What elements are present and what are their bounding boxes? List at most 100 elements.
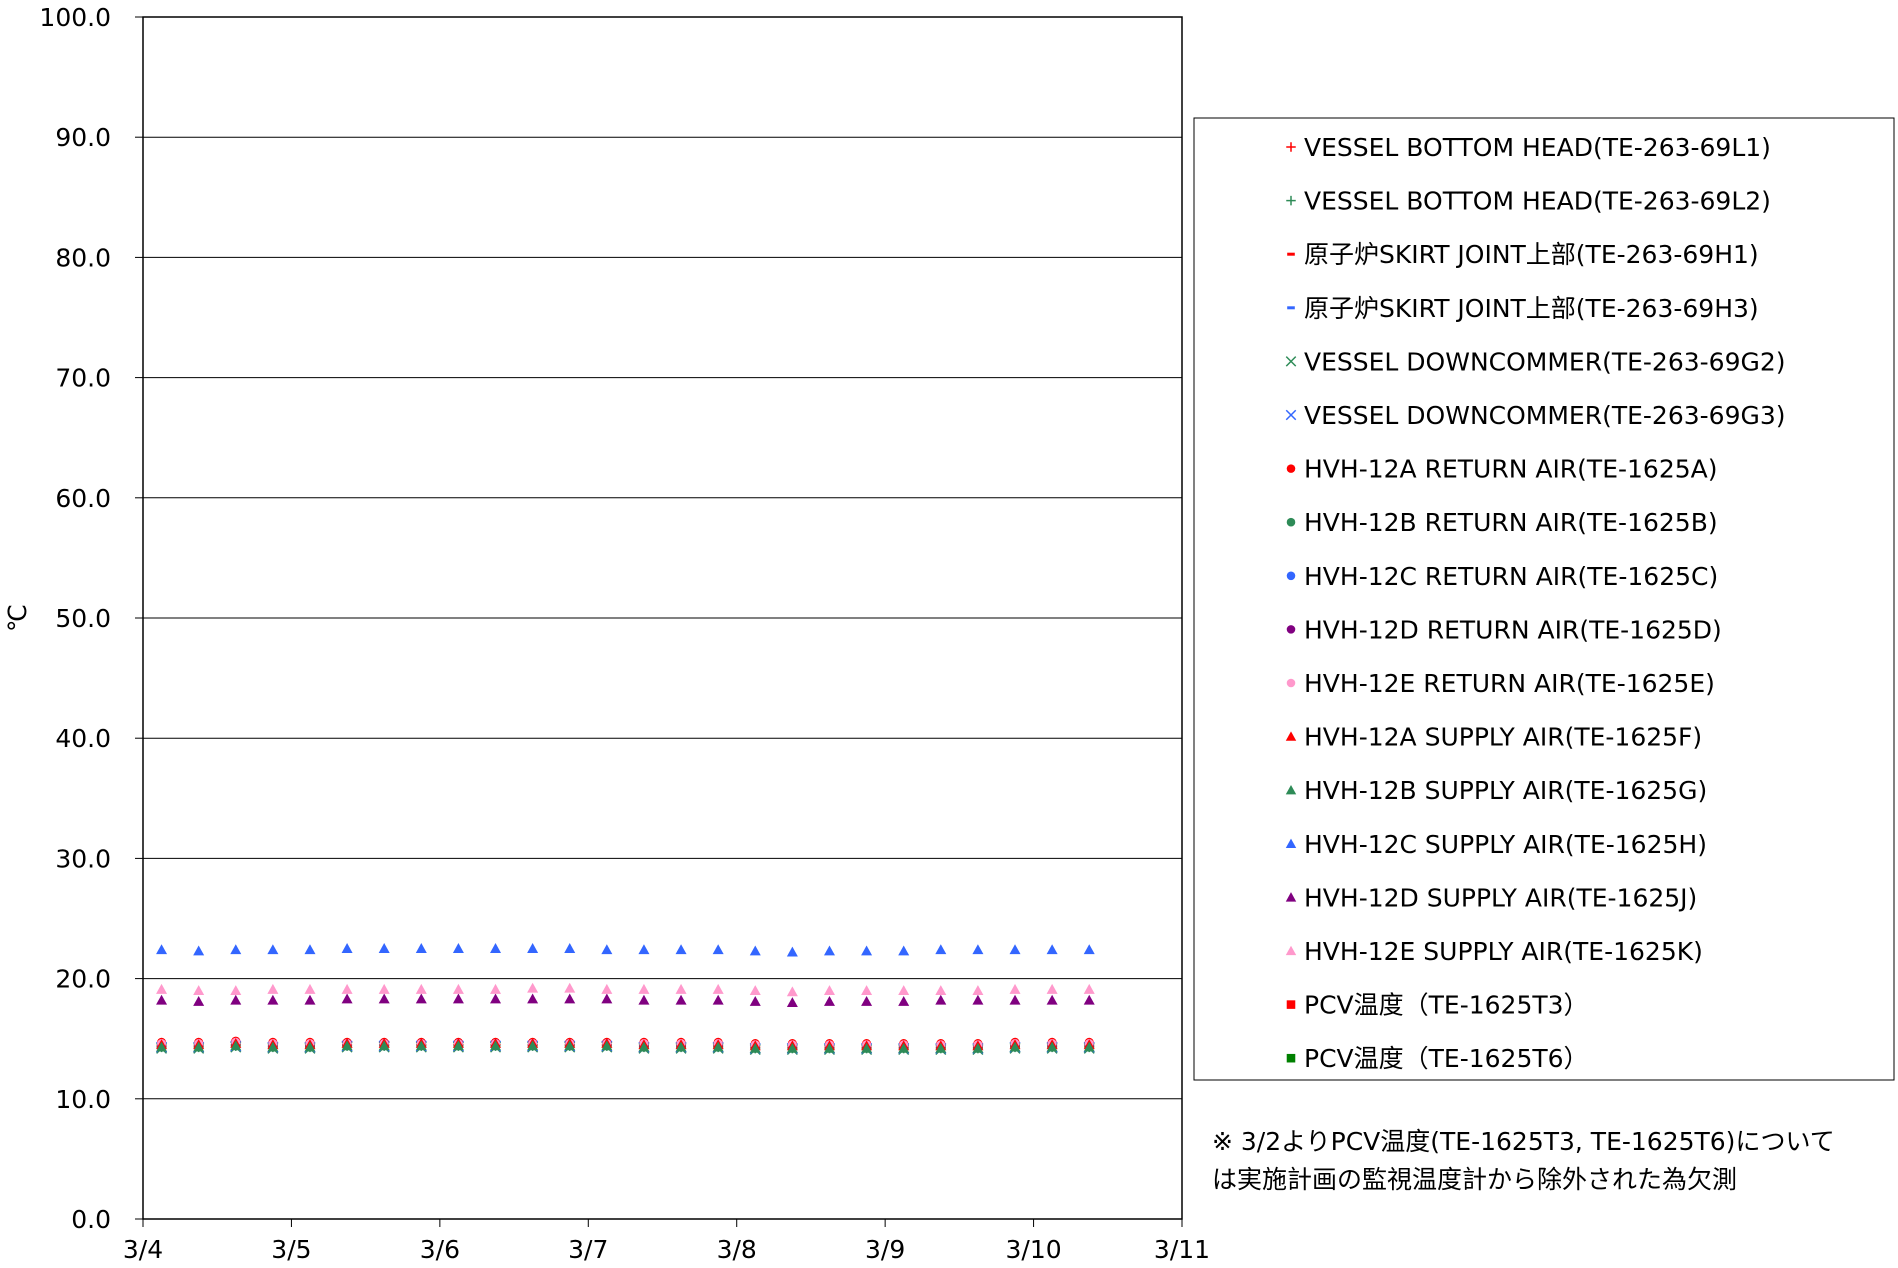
y-tick-label: 30.0 [55, 844, 111, 873]
data-point [601, 1040, 613, 1051]
y-tick-label: 10.0 [55, 1085, 111, 1114]
data-point [861, 945, 873, 956]
data-point [972, 994, 984, 1005]
data-point [452, 983, 464, 994]
data-point [267, 983, 279, 994]
data-point [527, 982, 539, 993]
data-point [935, 994, 947, 1005]
data-point [564, 1040, 576, 1051]
legend-marker [1286, 517, 1296, 527]
y-axis-label: ℃ [3, 604, 32, 632]
data-point [415, 993, 427, 1004]
data-point [1046, 1041, 1058, 1052]
legend-label: HVH-12C RETURN AIR(TE-1625C) [1304, 562, 1718, 591]
data-point [267, 994, 279, 1005]
data-point [378, 983, 390, 994]
data-point [675, 994, 687, 1005]
data-point [452, 943, 464, 953]
x-tick-label: 3/11 [1154, 1235, 1210, 1264]
data-point [378, 943, 390, 953]
y-tick-label: 80.0 [55, 243, 111, 272]
data-point [304, 983, 316, 994]
legend-label: VESSEL DOWNCOMMER(TE-263-69G3) [1304, 401, 1786, 430]
legend-marker [1285, 731, 1297, 741]
legend-marker [1286, 571, 1296, 581]
data-point [415, 1040, 427, 1051]
data-point [156, 994, 168, 1005]
data-point [749, 1042, 761, 1053]
data-point [304, 1041, 316, 1052]
data-point [156, 983, 168, 994]
data-point [1083, 983, 1095, 994]
legend-marker [1286, 1053, 1296, 1063]
data-point [786, 986, 798, 997]
data-point [898, 945, 910, 956]
legend-marker [1285, 945, 1297, 956]
legend-marker [1286, 625, 1296, 634]
data-point [935, 1042, 947, 1053]
data-point [786, 1042, 798, 1053]
data-point [193, 995, 205, 1006]
legend-label: HVH-12B SUPPLY AIR(TE-1625G) [1304, 776, 1707, 805]
data-point [1009, 944, 1021, 955]
data-point [972, 985, 984, 996]
data-point [1009, 983, 1021, 994]
legend-marker [1285, 784, 1297, 795]
data-point [230, 985, 242, 996]
data-point [786, 997, 798, 1008]
data-point [712, 994, 724, 1005]
data-point [230, 994, 242, 1005]
data-point [638, 944, 650, 955]
legend-label: VESSEL BOTTOM HEAD(TE-263-69L1) [1304, 133, 1771, 162]
legend-marker [1286, 142, 1296, 152]
legend-label: HVH-12A RETURN AIR(TE-1625A) [1304, 455, 1718, 484]
data-point [1009, 1041, 1021, 1052]
data-point [564, 943, 576, 953]
data-point [564, 993, 576, 1004]
legend-marker [1286, 464, 1296, 473]
data-point [230, 1040, 242, 1051]
x-tick-label: 3/10 [1006, 1235, 1062, 1264]
legend-label: HVH-12D RETURN AIR(TE-1625D) [1304, 615, 1722, 644]
data-point [601, 983, 613, 994]
data-point [156, 944, 168, 955]
data-point [304, 944, 316, 955]
data-point [861, 1042, 873, 1053]
data-point [341, 943, 353, 953]
data-point [712, 983, 724, 994]
legend-marker [1285, 892, 1297, 902]
data-point [601, 993, 613, 1004]
data-point [638, 1041, 650, 1052]
data-point [749, 945, 761, 956]
data-point [712, 944, 724, 955]
data-point [193, 945, 205, 956]
legend-marker [1285, 409, 1297, 421]
y-tick-label: 100.0 [39, 3, 111, 32]
data-point [341, 1040, 353, 1051]
data-point [452, 993, 464, 1004]
data-point [378, 993, 390, 1004]
data-point [267, 1041, 279, 1052]
data-point [490, 1040, 502, 1051]
x-tick-label: 3/6 [420, 1235, 460, 1264]
data-point [304, 994, 316, 1005]
data-point [823, 995, 835, 1006]
legend-box [1193, 117, 1895, 1081]
data-point [749, 995, 761, 1006]
legend-label: VESSEL DOWNCOMMER(TE-263-69G2) [1304, 347, 1786, 376]
data-point [823, 945, 835, 956]
legend-label: VESSEL BOTTOM HEAD(TE-263-69L2) [1304, 187, 1771, 216]
data-point [675, 983, 687, 994]
data-point [1083, 944, 1095, 955]
legend-marker [1285, 356, 1297, 367]
legend-label: PCV温度（TE-1625T3） [1304, 991, 1589, 1020]
y-tick-label: 70.0 [55, 364, 111, 393]
annotation-note: ※ 3/2よりPCV温度(TE-1625T3, TE-1625T6)について [1212, 1127, 1835, 1156]
x-tick-label: 3/5 [271, 1235, 311, 1264]
data-point [564, 982, 576, 993]
x-tick-label: 3/7 [568, 1235, 608, 1264]
x-tick-label: 3/8 [717, 1235, 757, 1264]
data-point [527, 993, 539, 1004]
